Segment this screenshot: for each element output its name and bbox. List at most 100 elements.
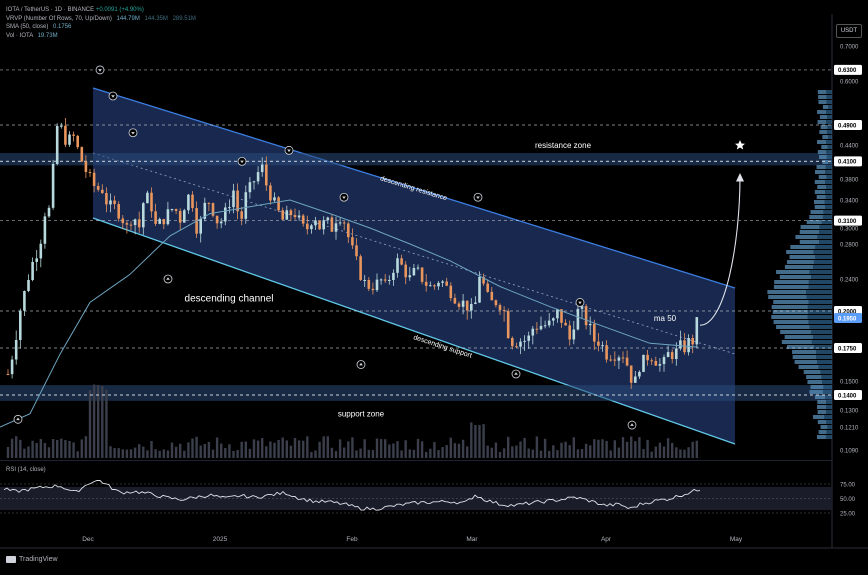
volume-bar [187, 442, 190, 458]
price-tick-label: 0.1300 [840, 409, 859, 415]
candle-body [178, 210, 182, 223]
volume-bar [240, 441, 243, 458]
volume-bar [576, 449, 580, 458]
vrvp-down-bar [819, 240, 832, 244]
volume-bar [461, 439, 465, 458]
volume-bar [449, 437, 452, 458]
volume-bar [630, 436, 633, 458]
candle-body [43, 216, 47, 244]
time-tick-label: Feb [346, 536, 358, 543]
currency-badge[interactable]: USDT [836, 24, 862, 38]
candle-body [334, 223, 338, 232]
vrvp-down-bar [817, 235, 832, 239]
legend-vrvp-row[interactable]: VRVP (Number Of Rows, 70, Up/Down) 144.7… [6, 15, 196, 24]
descending-channel-label: descending channel [185, 293, 274, 304]
volume-bar [589, 445, 592, 458]
volume-bar [654, 446, 657, 458]
candle-body [658, 364, 662, 366]
volume-bar [203, 443, 206, 458]
candle-body [88, 172, 92, 174]
vrvp-down-bar [825, 170, 832, 174]
vrvp-up-bar [800, 225, 820, 229]
vrvp-down-bar [826, 95, 832, 99]
candle-body [125, 223, 129, 225]
volume-bar [256, 440, 260, 458]
candle-body [248, 182, 252, 193]
vrvp-up-bar [784, 265, 814, 269]
volume-bar [101, 385, 104, 458]
vrvp-up-bar [803, 370, 821, 374]
candle-body [601, 345, 604, 347]
price-tick-label: 0.3400 [840, 199, 859, 205]
candle-body [437, 282, 440, 287]
volume-bar [564, 441, 567, 458]
candle-body [498, 305, 502, 310]
volume-bar [453, 443, 457, 458]
vrvp-up-bar [772, 310, 809, 314]
candle-body [277, 197, 280, 211]
volume-bar [297, 440, 301, 458]
candle-body [6, 373, 10, 375]
candle-body [482, 276, 485, 284]
vrvp-up-bar [786, 260, 814, 264]
candle-body [441, 281, 444, 283]
candle-body [506, 310, 510, 339]
vrvp-up-bar [773, 285, 809, 289]
vrvp-up-bar [814, 180, 826, 184]
vrvp-down-bar [806, 295, 832, 299]
vrvp-down-bar [818, 365, 832, 369]
vrvp-down-bar [826, 405, 832, 409]
tradingview-logo-icon [6, 556, 16, 563]
candle-body [605, 345, 608, 360]
volume-bar [470, 422, 473, 458]
candle-body [224, 207, 227, 222]
volume-bar [351, 437, 354, 458]
candle-body [363, 279, 366, 281]
volume-bar [224, 448, 227, 458]
candle-body [47, 207, 51, 217]
legend-vol-row[interactable]: Vol · IOTA 19.73M [6, 32, 196, 41]
candle-body [109, 200, 112, 205]
marker-arrow-glyph [578, 301, 582, 305]
volume-bar [429, 448, 432, 458]
volume-bar [621, 437, 625, 458]
volume-bar [60, 438, 63, 458]
volume-bar [6, 446, 10, 458]
candle-body [560, 309, 563, 323]
volume-bar [609, 450, 612, 458]
volume-bar [265, 446, 268, 458]
vrvp-up-bar [790, 245, 816, 249]
volume-bar [498, 451, 502, 458]
vrvp-up-bar [816, 165, 826, 169]
volume-bar [679, 449, 682, 458]
price-level-tag [834, 313, 862, 324]
volume-bar [199, 445, 202, 458]
volume-bar [662, 446, 666, 458]
volume-bar [568, 445, 571, 458]
candle-body [670, 352, 674, 360]
symbol-label[interactable]: IOTA / TetherUS · 1D · BINANCE [6, 7, 95, 13]
vrvp-down-bar [825, 190, 832, 194]
volume-bar [80, 439, 83, 458]
legend-sma-row[interactable]: SMA (50, close) 0.1756 [6, 23, 196, 32]
vrvp-up-bar [814, 395, 826, 399]
volume-bar [113, 447, 116, 458]
vrvp-down-bar [826, 120, 832, 124]
candle-body [80, 147, 84, 162]
volume-bar [396, 441, 399, 458]
candle-body [576, 308, 580, 330]
rsi-label[interactable]: RSI (14, close) [6, 467, 46, 473]
vrvp-up-bar [786, 345, 814, 349]
time-tick-label: 2025 [213, 536, 228, 543]
vrvp-down-bar [813, 265, 832, 269]
legend-symbol-row: IOTA / TetherUS · 1D · BINANCE +0.0091 (… [6, 6, 196, 15]
vrvp-up-bar [822, 135, 829, 139]
vrvp-down-bar [808, 285, 832, 289]
candle-body [318, 220, 321, 230]
vrvp-up-bar [818, 100, 827, 104]
candle-body [584, 306, 588, 326]
marker-arrow-glyph [98, 69, 102, 72]
candle-body [650, 360, 653, 362]
